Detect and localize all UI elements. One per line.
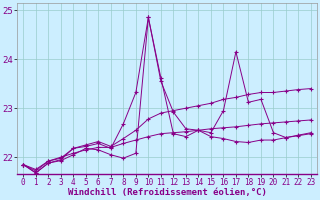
- X-axis label: Windchill (Refroidissement éolien,°C): Windchill (Refroidissement éolien,°C): [68, 188, 267, 197]
